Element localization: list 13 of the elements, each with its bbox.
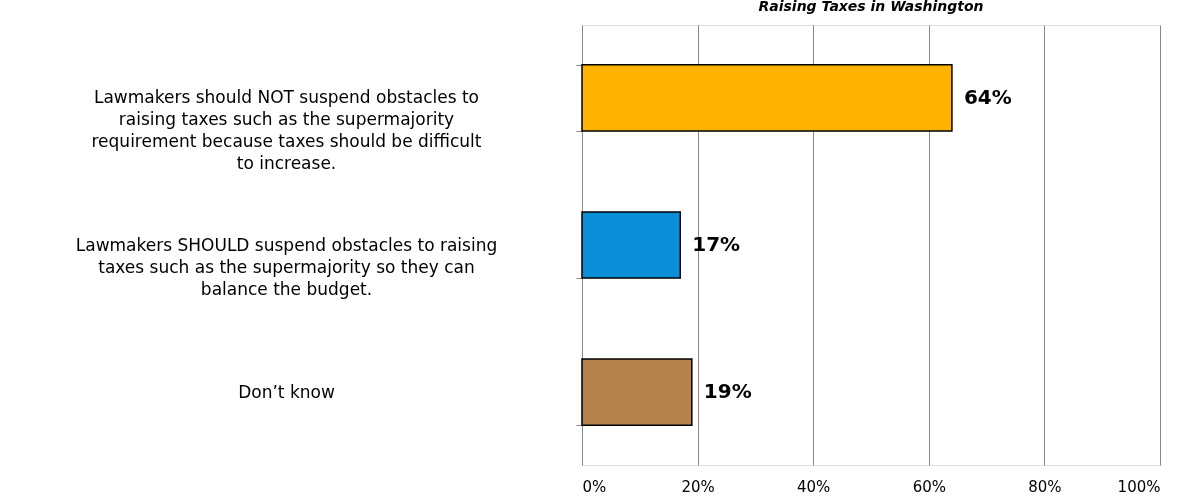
data-label: 64%	[963, 84, 1012, 109]
x-tick-label: 100%	[1117, 477, 1161, 496]
data-label: 19%	[703, 379, 752, 404]
x-tick-label: 60%	[912, 477, 946, 496]
data-label: 17%	[692, 232, 741, 256]
x-tick-label: 20%	[681, 477, 715, 496]
y-tick-label: Lawmakers should NOT suspend obstacles to raising taxes such as the supermajority requirement because taxes should be difficult to increase.	[91, 87, 482, 174]
chart-title: Raising Taxes in Washington	[758, 0, 984, 14]
y-tick-label: Don’t know	[238, 381, 335, 402]
x-tick-label: 80%	[1028, 477, 1062, 496]
x-tick-label: 40%	[797, 477, 831, 496]
y-tick-label: Lawmakers SHOULD suspend obstacles to raising taxes such as the supermajority so they can balance the budget.	[75, 234, 498, 299]
x-tick-label: 0%	[582, 477, 607, 496]
